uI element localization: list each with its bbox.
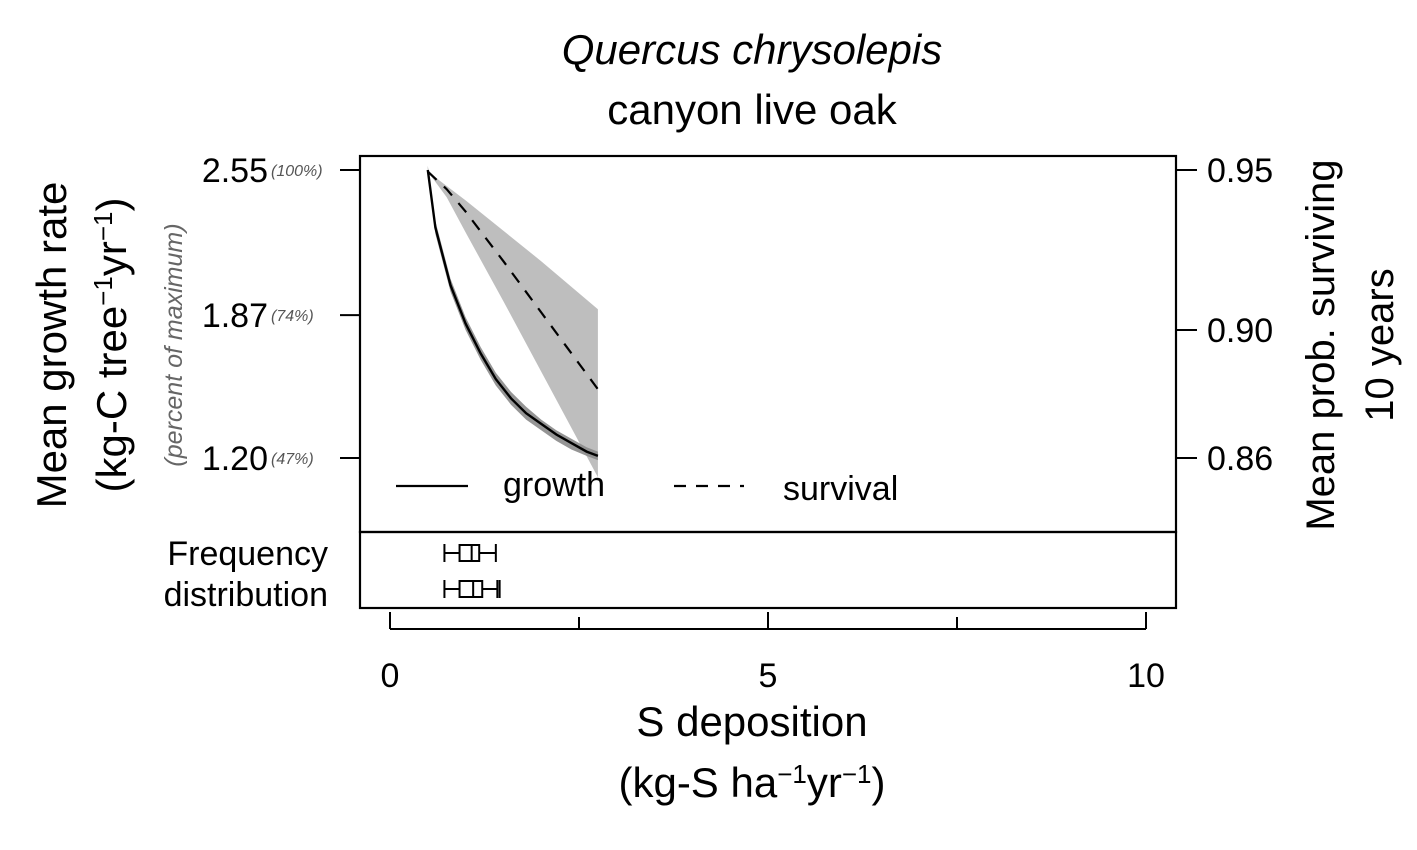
freq-label-line1: Frequency xyxy=(167,535,328,573)
boxplot-1-box xyxy=(458,580,484,598)
y-axis-left-note-text: (percent of maximum) xyxy=(160,223,188,466)
y-left-units-sup1: −1 xyxy=(88,276,118,306)
x-axis-label-units: (kg-S ha−1yr−1) xyxy=(618,759,885,806)
x-tick-label-2: 10 xyxy=(1127,657,1165,695)
y-left-tick-label-1: 1.87 xyxy=(202,297,268,335)
x-axis-label-line1: S deposition xyxy=(636,698,867,745)
y-axis-left-label-line1: Mean growth rate xyxy=(28,182,75,509)
y-axis-left-label: Mean growth rate xyxy=(28,182,75,509)
y-left-tick-pct-1: (74%) xyxy=(271,308,314,325)
y-left-units-sup2: −1 xyxy=(88,211,118,241)
plot-frame xyxy=(358,154,1178,534)
chart-subtitle: canyon live oak xyxy=(607,86,898,133)
y-axis-left-note: (percent of maximum) xyxy=(160,223,188,466)
survival-confidence-band xyxy=(427,171,598,478)
legend-survival-label: survival xyxy=(783,470,898,508)
y-right-tick-label-1: 0.90 xyxy=(1207,312,1273,350)
x-tick-label-1: 5 xyxy=(759,657,778,695)
y-right-tick-label-0: 0.95 xyxy=(1207,152,1273,190)
y-left-units-suffix: ) xyxy=(88,197,135,211)
svg-text:(kg-C tree−1yr−1): (kg-C tree−1yr−1) xyxy=(88,197,135,492)
frequency-distribution xyxy=(443,544,501,598)
x-tick-label-0: 0 xyxy=(381,657,400,695)
y-axis-right-label-line2: 10 years xyxy=(1358,268,1402,421)
chart-title: Quercus chrysolepis xyxy=(562,26,942,73)
y-left-units-mid: yr xyxy=(88,241,135,276)
y-left-units-prefix: (kg-C tree xyxy=(88,306,135,493)
x-units-mid: yr xyxy=(807,759,842,806)
freq-label-line2: distribution xyxy=(164,576,328,614)
series-lines xyxy=(426,169,599,458)
y-axis-right-label-2: 10 years xyxy=(1358,268,1402,421)
x-units-prefix: (kg-S ha xyxy=(618,759,777,806)
y-axis-right-label: Mean prob. surviving xyxy=(1299,159,1343,530)
legend: growth survival xyxy=(396,466,898,508)
survival-line xyxy=(427,170,599,390)
y-left-tick-label-0: 2.55 xyxy=(202,152,268,190)
legend-growth-label: growth xyxy=(503,466,605,504)
confidence-bands xyxy=(427,165,598,478)
frequency-frame xyxy=(358,530,1178,610)
x-units-suffix: ) xyxy=(872,759,886,806)
axes: 0 5 10 2.55 (100%) 1.87 (74%) 1.20 (47%) 0.95 0.90… xyxy=(202,152,1273,695)
y-right-tick-label-2: 0.86 xyxy=(1207,440,1273,478)
y-axis-right-label-line1: Mean prob. surviving xyxy=(1299,159,1343,530)
growth-line xyxy=(426,169,599,458)
y-axis-left-label-units: (kg-C tree−1yr−1) xyxy=(88,197,135,492)
y-left-tick-label-2: 1.20 xyxy=(202,440,268,478)
x-units-sup1: −1 xyxy=(777,759,807,789)
x-units-sup2: −1 xyxy=(842,759,872,789)
y-left-tick-pct-0: (100%) xyxy=(271,163,323,180)
boxplot-0-box xyxy=(458,544,481,562)
y-left-tick-pct-2: (47%) xyxy=(271,451,314,468)
